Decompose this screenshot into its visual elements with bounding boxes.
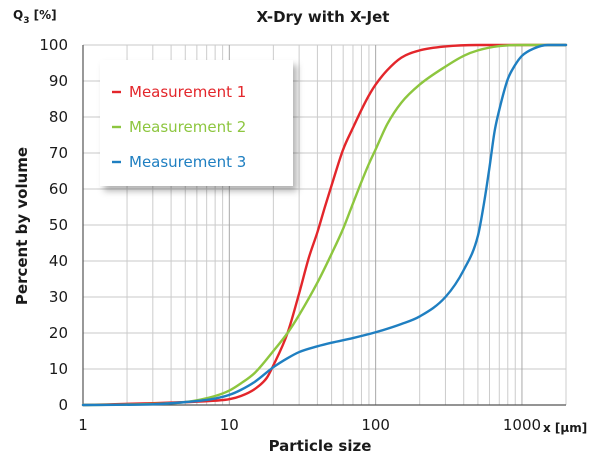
y-tick-label: 0 (58, 396, 68, 414)
legend-label: Measurement 2 (129, 118, 246, 136)
y-tick-label: 90 (49, 72, 68, 90)
legend: Measurement 1 Measurement 2 Measurement 3 (100, 60, 293, 186)
y-tick-label: 60 (49, 180, 68, 198)
y-tick-labels: 0 10 20 30 40 50 60 70 80 90 100 (39, 36, 68, 414)
y-tick-label: 70 (49, 144, 68, 162)
y-unit-label: Q3 [%] (13, 8, 57, 26)
y-tick-label: 80 (49, 108, 68, 126)
legend-box (100, 60, 293, 186)
series-line-measurement-2 (81, 43, 568, 407)
x-axis-label: Particle size (269, 437, 372, 455)
y-tick-label: 20 (49, 324, 68, 342)
x-tick-label: 10 (220, 416, 239, 434)
y-tick-label: 30 (49, 288, 68, 306)
x-tick-label: 100 (361, 416, 390, 434)
y-tick-label: 50 (49, 216, 68, 234)
y-axis-label: Percent by volume (13, 147, 31, 305)
chart-title: X-Dry with X-Jet (257, 8, 390, 26)
series-line-measurement-3 (81, 43, 568, 407)
legend-label: Measurement 3 (129, 153, 246, 171)
series-line-measurement-1 (81, 43, 568, 407)
y-tick-label: 10 (49, 360, 68, 378)
x-unit-label: x [µm] (543, 421, 587, 435)
legend-label: Measurement 1 (129, 83, 246, 101)
y-unit-main: Q (13, 8, 23, 22)
x-tick-labels: 1 10 100 1000 (78, 416, 541, 434)
y-tick-label: 40 (49, 252, 68, 270)
y-unit-subscript: 3 (23, 16, 29, 26)
y-tick-label: 100 (39, 36, 68, 54)
x-tick-label: 1 (78, 416, 88, 434)
x-tick-label: 1000 (503, 416, 541, 434)
y-unit-rest: [%] (29, 8, 56, 22)
series-lines (81, 43, 568, 407)
